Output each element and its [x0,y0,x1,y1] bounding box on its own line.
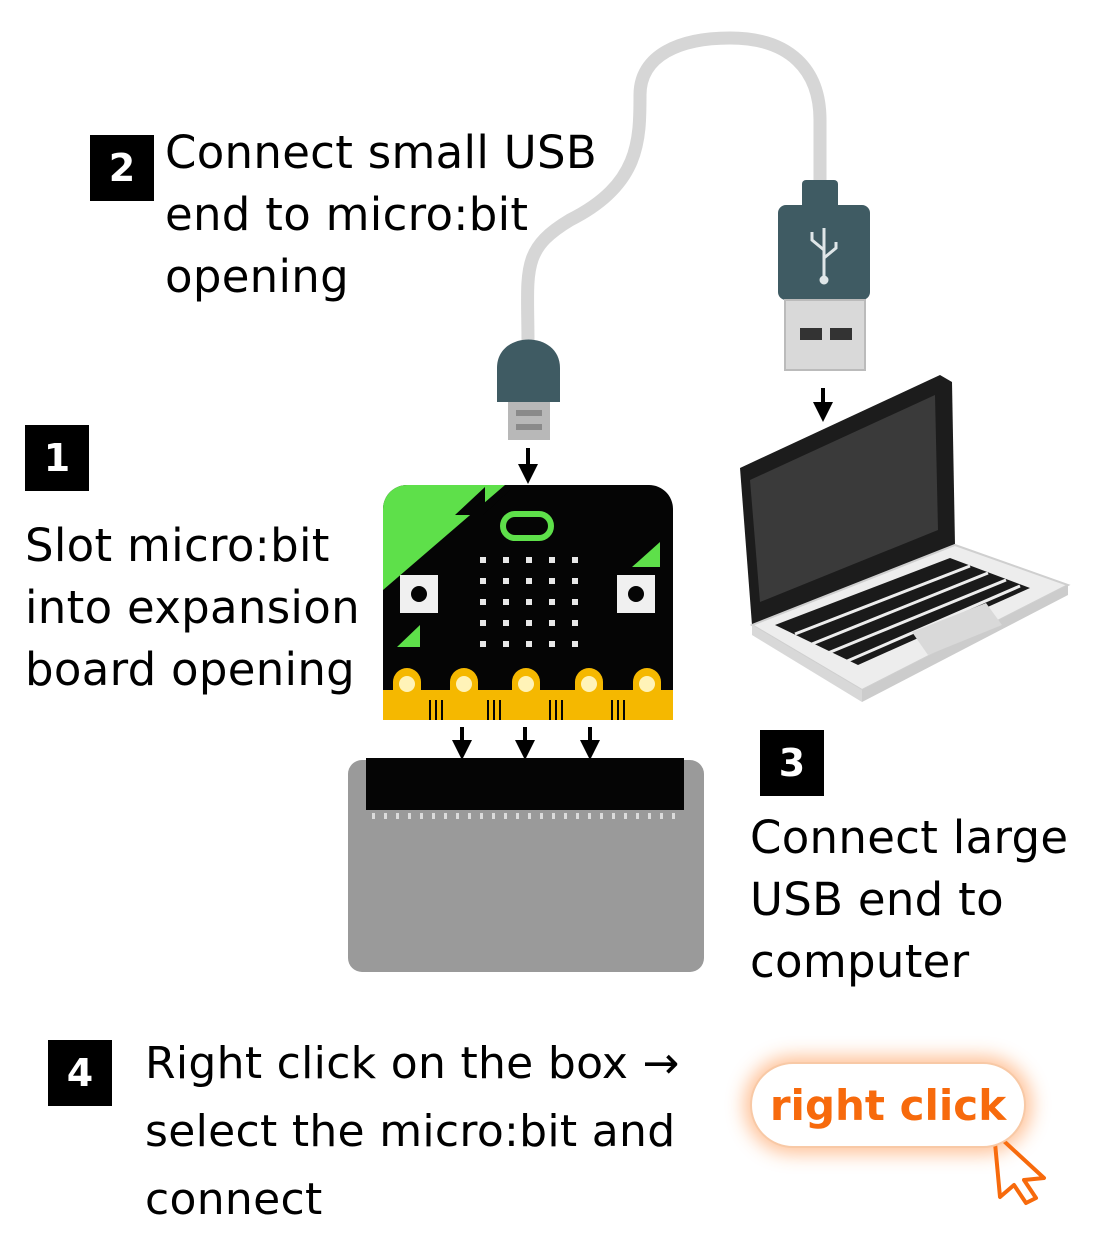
step-2-badge: 2 [90,135,154,201]
step-1-text: Slot micro:bit into expansion board open… [25,519,360,696]
usb-symbol-icon [810,228,838,285]
expansion-board [348,758,704,972]
micro-usb-connector [497,339,560,440]
step-2-text: Connect small USB end to micro:bit openi… [165,126,598,303]
step-3-text: Connect large USB end to computer [750,811,1069,988]
led-matrix [480,557,578,647]
step-3-badge: 3 [760,730,824,796]
cursor-arrow-icon [992,1130,1046,1205]
step-4-text: Right click on the box → select the micr… [145,1038,680,1225]
step-4-badge: 4 [48,1040,112,1106]
laptop [740,375,1071,702]
step-1-badge: 1 [25,425,89,491]
arrows [452,388,833,760]
usb-cable [521,31,827,352]
microbit-board [383,485,673,720]
usb-a-connector [778,180,870,371]
right-click-button[interactable]: right click [750,1062,1026,1148]
